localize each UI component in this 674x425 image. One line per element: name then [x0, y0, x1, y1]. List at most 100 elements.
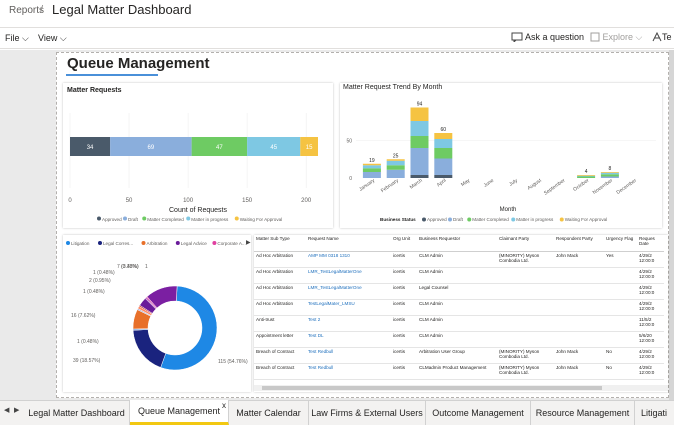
table-cell: Ad Hoc Arbitration	[254, 267, 306, 284]
table-cell: CLM Admin	[417, 267, 497, 284]
vertical-scrollbar[interactable]	[669, 50, 674, 400]
legend-marker	[66, 241, 70, 245]
x-tick-label: 200	[301, 198, 312, 204]
table-cell: icertis	[391, 267, 417, 284]
column-header[interactable]: Matter Sub Type	[254, 235, 306, 252]
column-header[interactable]: Urgency Flag	[604, 235, 637, 252]
legend-label: Approved	[102, 217, 122, 222]
table-cell[interactable]: Test Redbull	[306, 347, 391, 364]
table-row[interactable]: Appointment letter Test DL icertis CLM Admi…	[254, 331, 664, 348]
legend-title: Business Status	[380, 217, 416, 222]
legend-marker	[141, 241, 146, 245]
tab-law-firms[interactable]: Law Firms & External Users	[309, 400, 426, 425]
text-button[interactable]: Te	[652, 31, 672, 42]
tab-matter-calendar[interactable]: Matter Calendar	[229, 400, 309, 425]
data-label: 69	[148, 145, 155, 151]
table-cell[interactable]: Test Redbull	[306, 363, 391, 380]
table-cell: CLM Admin	[417, 251, 497, 268]
table-cell	[497, 283, 554, 300]
column-segment	[386, 160, 405, 166]
table-body: Ad Hoc Arbitration AMP MM 0318 1310 icerti…	[254, 251, 664, 380]
expand-arrow-icon[interactable]: ▶	[246, 240, 251, 246]
data-label: 4	[585, 169, 588, 175]
table-cell	[604, 299, 637, 316]
view-menu[interactable]: View ⌵	[38, 33, 67, 44]
table-row[interactable]: Ad Hoc Arbitration LMR_TestLegalMatterOne…	[254, 283, 664, 300]
table-cell[interactable]: Test 2	[306, 315, 391, 332]
table-row[interactable]: Ad Hoc Arbitration TestLegalMater_LMSU ice…	[254, 299, 664, 316]
tab-litigation[interactable]: Litigati	[641, 407, 668, 418]
data-label: 47	[216, 145, 223, 151]
legend-label: Matter Completed	[472, 217, 509, 222]
slice-label: (0.48%)	[121, 264, 139, 270]
explore-button[interactable]: Explore ⌵	[590, 32, 642, 43]
column-header[interactable]: Respondent Party	[554, 235, 604, 252]
table-cell	[604, 267, 637, 284]
table-cell[interactable]: TestLegalMater_LMSU	[306, 299, 391, 316]
trend-panel[interactable]	[340, 83, 662, 228]
file-menu[interactable]: File ⌵	[5, 33, 29, 44]
report-title: Legal Matter Dashboard	[52, 2, 192, 17]
x-tick-label: April	[436, 178, 448, 189]
tab-queue-management-label: Queue Management	[137, 406, 221, 416]
table-cell: (MINORITY) Myson Combodia Ltd.	[497, 347, 554, 364]
trend-chart[interactable]: 50 0 19 January 25 February 94 March 60 April May J…	[340, 83, 662, 228]
x-tick-label: September	[543, 178, 567, 197]
file-menu-label: File	[5, 33, 20, 43]
ask-question-label: Ask a question	[525, 32, 585, 42]
tab-scroll-left-icon[interactable]: ◀	[4, 407, 10, 414]
tab-scroll-right-icon[interactable]: ▶	[14, 407, 20, 414]
tab-queue-management[interactable]: Queue Management x	[130, 400, 229, 425]
slice-label: 115 (54.76%)	[218, 359, 248, 365]
x-tick-label: 50	[126, 198, 133, 204]
table-row[interactable]: Ad Hoc Arbitration AMP MM 0318 1310 icerti…	[254, 251, 664, 268]
table-cell[interactable]: AMP MM 0318 1310	[306, 251, 391, 268]
table-cell[interactable]: LMR_TestLegalMatterOne	[306, 267, 391, 284]
tab-resource-management[interactable]: Resource Management	[531, 400, 635, 425]
column-header[interactable]: Business Requestor	[417, 235, 497, 252]
tab-outcome-management[interactable]: Outcome Management	[426, 400, 531, 425]
legend-marker	[422, 217, 426, 222]
menu-bar	[0, 27, 674, 49]
table-cell: CLMadmin Product Management	[417, 363, 497, 380]
page-title: Queue Management	[67, 55, 210, 72]
legend-marker	[97, 216, 101, 221]
ask-question-button[interactable]: Ask a question	[511, 32, 585, 44]
column-segment	[410, 107, 429, 121]
scrollbar-thumb[interactable]	[262, 386, 602, 390]
slice-label: 1 (0.48%)	[77, 339, 99, 345]
legend-label: Matter in progress	[516, 217, 554, 222]
matter-type-donut[interactable]: Litigation Legal Corres... Arbitration Lega…	[63, 235, 251, 392]
donut-slice	[132, 329, 167, 368]
legend-label: Waiting For Approval	[565, 217, 607, 222]
table-row[interactable]: Breach of Contract Test Redbull icertis CLM…	[254, 363, 664, 380]
column-segment	[434, 158, 453, 175]
legend-label: Waiting For Approval	[240, 217, 282, 222]
matter-requests-chart[interactable]: 0 50 100 150 200 34 69 47 45 15 Count of Requests A…	[63, 83, 333, 228]
column-segment	[362, 165, 381, 169]
column-header[interactable]: Reques Date	[637, 235, 664, 252]
table-row[interactable]: Ad Hoc Arbitration LMR_TestLegalMatterOne…	[254, 267, 664, 284]
chevron-down-icon: ⌵	[635, 32, 643, 42]
column-header[interactable]: Org Unit	[391, 235, 417, 252]
column-segment	[410, 175, 429, 178]
bar-segment	[110, 137, 192, 156]
table-row[interactable]: Breach of Contract Test Redbull icertis Arb…	[254, 347, 664, 364]
table-cell[interactable]: LMR_TestLegalMatterOne	[306, 283, 391, 300]
data-label: 60	[441, 127, 447, 133]
column-header[interactable]: Claimant Party	[497, 235, 554, 252]
horizontal-scrollbar[interactable]	[254, 385, 668, 391]
table-cell: icertis	[391, 251, 417, 268]
data-label: 8	[609, 166, 612, 172]
breadcrumb-reports[interactable]: Reports	[9, 5, 45, 16]
column-header[interactable]: Request Name	[306, 235, 391, 252]
table-cell[interactable]: Test DL	[306, 331, 391, 348]
table-cell: icertis	[391, 363, 417, 380]
table-row[interactable]: Anti-trust Test 2 icertis CLM Admin 11/5/2 1…	[254, 315, 664, 332]
table-cell: 4/29/2 12:00:0	[637, 363, 664, 380]
slice-label: 7 (3.33%)	[117, 264, 139, 270]
tab-legal-matter-dashboard[interactable]: Legal Matter Dashboard	[24, 400, 130, 425]
close-icon[interactable]: x	[222, 401, 226, 410]
table-cell: Ad Hoc Arbitration	[254, 283, 306, 300]
column-segment	[434, 148, 453, 159]
